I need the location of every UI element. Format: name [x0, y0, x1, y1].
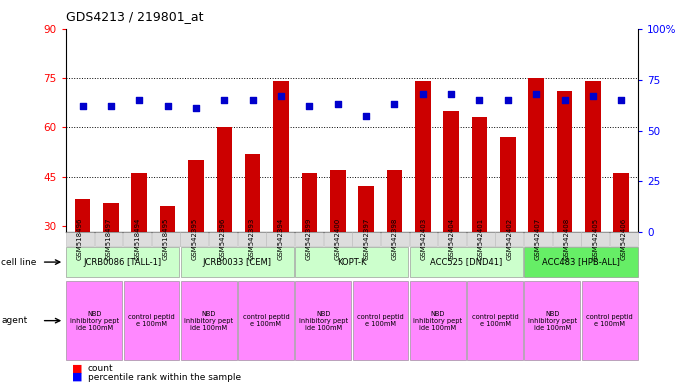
- Text: GSM518495: GSM518495: [163, 218, 169, 260]
- Bar: [302, 173, 317, 324]
- Text: GSM542394: GSM542394: [277, 218, 284, 260]
- Bar: [188, 160, 204, 324]
- Text: control peptid
e 100mM: control peptid e 100mM: [472, 314, 518, 327]
- Text: GSM518496: GSM518496: [77, 218, 83, 260]
- Text: NBD
inhibitory pept
ide 100mM: NBD inhibitory pept ide 100mM: [299, 311, 348, 331]
- Text: control peptid
e 100mM: control peptid e 100mM: [243, 314, 289, 327]
- Point: [389, 101, 400, 107]
- Text: ACC483 [HPB-ALL]: ACC483 [HPB-ALL]: [542, 258, 620, 266]
- Text: JCRB0033 [CEM]: JCRB0033 [CEM]: [203, 258, 272, 266]
- Bar: [132, 173, 147, 324]
- Text: cell line: cell line: [1, 258, 37, 266]
- Text: GSM542402: GSM542402: [506, 218, 513, 260]
- Text: ■: ■: [72, 364, 83, 374]
- Text: GSM518494: GSM518494: [134, 218, 140, 260]
- Text: GSM542407: GSM542407: [535, 218, 541, 260]
- Text: GSM542399: GSM542399: [306, 218, 312, 260]
- Text: percentile rank within the sample: percentile rank within the sample: [88, 372, 241, 382]
- Point: [247, 97, 258, 103]
- Text: GSM542401: GSM542401: [477, 218, 484, 260]
- Point: [361, 113, 372, 119]
- Point: [474, 97, 485, 103]
- Bar: [500, 137, 515, 324]
- Text: NBD
inhibitory pept
ide 100mM: NBD inhibitory pept ide 100mM: [413, 311, 462, 331]
- Text: GSM542403: GSM542403: [420, 218, 426, 260]
- Text: GSM542397: GSM542397: [363, 218, 369, 260]
- Text: NBD
inhibitory pept
ide 100mM: NBD inhibitory pept ide 100mM: [528, 311, 577, 331]
- Text: GSM542408: GSM542408: [564, 218, 570, 260]
- Text: GSM542396: GSM542396: [220, 218, 226, 260]
- Bar: [75, 200, 90, 324]
- Bar: [358, 186, 374, 324]
- Point: [446, 91, 457, 97]
- Text: control peptid
e 100mM: control peptid e 100mM: [128, 314, 175, 327]
- Point: [162, 103, 173, 109]
- Point: [615, 97, 627, 103]
- Point: [332, 101, 343, 107]
- Text: GSM542405: GSM542405: [592, 218, 598, 260]
- Text: GDS4213 / 219801_at: GDS4213 / 219801_at: [66, 10, 203, 23]
- Point: [531, 91, 542, 97]
- Bar: [613, 173, 629, 324]
- Point: [106, 103, 117, 109]
- Text: KOPT-K: KOPT-K: [337, 258, 366, 266]
- Bar: [529, 78, 544, 324]
- Bar: [217, 127, 232, 324]
- Bar: [103, 203, 119, 324]
- Point: [502, 97, 513, 103]
- Text: GSM542406: GSM542406: [621, 218, 627, 260]
- Bar: [444, 111, 459, 324]
- Text: ACC525 [DND41]: ACC525 [DND41]: [431, 258, 502, 266]
- Bar: [386, 170, 402, 324]
- Text: agent: agent: [1, 316, 28, 325]
- Text: control peptid
e 100mM: control peptid e 100mM: [586, 314, 633, 327]
- Text: GSM542398: GSM542398: [392, 218, 398, 260]
- Text: GSM542400: GSM542400: [335, 218, 341, 260]
- Point: [219, 97, 230, 103]
- Point: [190, 105, 201, 111]
- Point: [559, 97, 570, 103]
- Text: GSM542393: GSM542393: [248, 218, 255, 260]
- Text: GSM542395: GSM542395: [191, 218, 197, 260]
- Bar: [415, 81, 431, 324]
- Bar: [472, 118, 487, 324]
- Point: [304, 103, 315, 109]
- Bar: [273, 81, 289, 324]
- Text: count: count: [88, 364, 113, 373]
- Text: NBD
inhibitory pept
ide 100mM: NBD inhibitory pept ide 100mM: [70, 311, 119, 331]
- Text: control peptid
e 100mM: control peptid e 100mM: [357, 314, 404, 327]
- Point: [134, 97, 145, 103]
- Bar: [160, 206, 175, 324]
- Bar: [557, 91, 572, 324]
- Bar: [245, 154, 260, 324]
- Point: [587, 93, 598, 99]
- Text: ■: ■: [72, 372, 83, 382]
- Point: [275, 93, 286, 99]
- Text: GSM518497: GSM518497: [106, 218, 112, 260]
- Text: JCRB0086 [TALL-1]: JCRB0086 [TALL-1]: [83, 258, 162, 266]
- Bar: [330, 170, 346, 324]
- Text: GSM542404: GSM542404: [449, 218, 455, 260]
- Bar: [585, 81, 601, 324]
- Text: NBD
inhibitory pept
ide 100mM: NBD inhibitory pept ide 100mM: [184, 311, 233, 331]
- Point: [417, 91, 428, 97]
- Point: [77, 103, 88, 109]
